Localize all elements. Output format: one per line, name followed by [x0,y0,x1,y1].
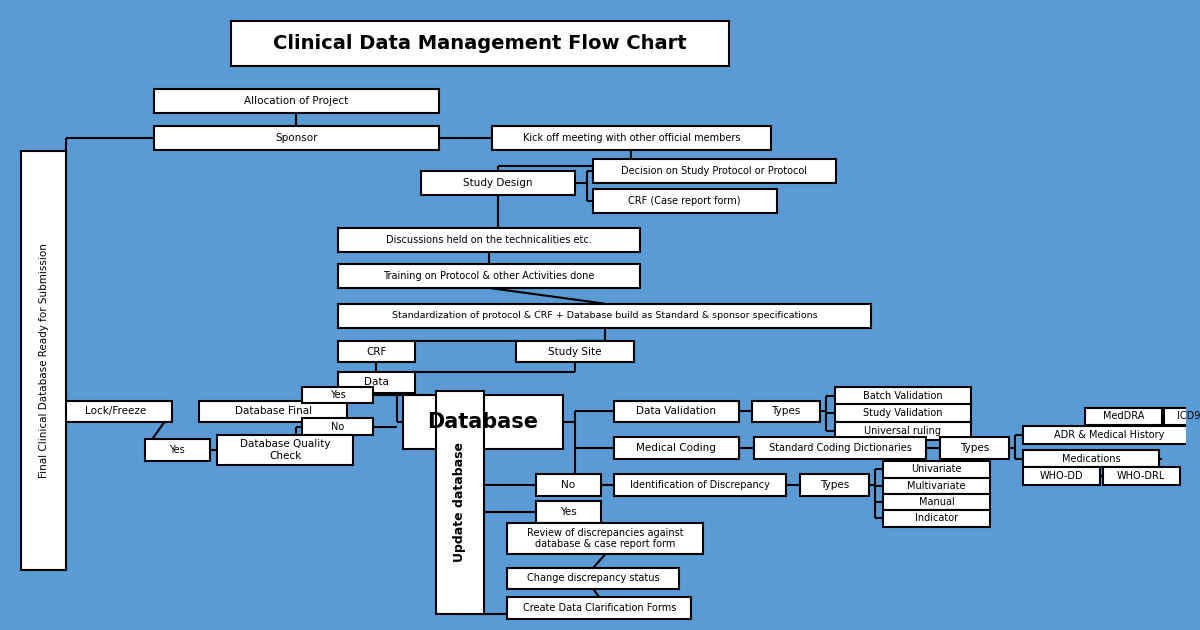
FancyBboxPatch shape [338,341,415,362]
Text: Identification of Discrepancy: Identification of Discrepancy [630,480,770,490]
FancyBboxPatch shape [754,437,926,459]
FancyBboxPatch shape [338,304,871,328]
Text: Decision on Study Protocol or Protocol: Decision on Study Protocol or Protocol [622,166,808,176]
FancyBboxPatch shape [421,171,575,195]
FancyBboxPatch shape [154,89,439,113]
Text: Types: Types [820,480,850,490]
FancyBboxPatch shape [800,474,869,496]
FancyBboxPatch shape [338,228,640,252]
Text: Types: Types [772,406,800,416]
Text: Multivariate: Multivariate [907,481,966,491]
Text: Study Design: Study Design [463,178,533,188]
Text: Final Clinical Database Ready for Submission: Final Clinical Database Ready for Submis… [38,243,49,478]
FancyBboxPatch shape [614,474,786,496]
FancyBboxPatch shape [883,478,990,494]
FancyBboxPatch shape [437,391,484,614]
Text: Univariate: Univariate [911,464,962,474]
Text: Allocation of Project: Allocation of Project [245,96,348,106]
FancyBboxPatch shape [593,189,776,213]
Text: Database Quality
Check: Database Quality Check [240,439,330,461]
Text: CRF (Case report form): CRF (Case report form) [629,196,740,206]
Text: Change discrepancy status: Change discrepancy status [527,573,660,583]
Text: Yes: Yes [560,507,577,517]
FancyBboxPatch shape [883,494,990,510]
FancyBboxPatch shape [338,372,415,393]
Text: Study Site: Study Site [548,346,601,357]
Text: WHO-DRL: WHO-DRL [1117,471,1165,481]
FancyBboxPatch shape [536,501,601,523]
FancyBboxPatch shape [883,510,990,527]
FancyBboxPatch shape [835,387,971,405]
FancyBboxPatch shape [302,387,373,403]
FancyBboxPatch shape [508,523,703,554]
Text: Update database: Update database [454,442,467,563]
FancyBboxPatch shape [508,568,679,589]
Text: Standardization of protocol & CRF + Database build as Standard & sponsor specifi: Standardization of protocol & CRF + Data… [392,311,817,320]
FancyBboxPatch shape [508,597,691,619]
FancyBboxPatch shape [154,126,439,150]
FancyBboxPatch shape [835,404,971,422]
FancyBboxPatch shape [1103,467,1180,485]
Text: Training on Protocol & other Activities done: Training on Protocol & other Activities … [383,271,595,281]
Text: WHO-DD: WHO-DD [1040,471,1084,481]
Text: Universal ruling: Universal ruling [864,426,941,436]
Text: Sponsor: Sponsor [275,133,318,143]
Text: Types: Types [960,443,989,453]
Text: Medical Coding: Medical Coding [636,443,716,453]
Text: CRF: CRF [366,346,386,357]
Text: Data: Data [364,377,389,387]
FancyBboxPatch shape [145,439,210,461]
FancyBboxPatch shape [835,422,971,440]
FancyBboxPatch shape [536,474,601,496]
Text: ADR & Medical History: ADR & Medical History [1054,430,1164,440]
FancyBboxPatch shape [516,341,635,362]
Text: Indicator: Indicator [916,513,958,524]
FancyBboxPatch shape [403,395,563,449]
Text: Study Validation: Study Validation [863,408,942,418]
Text: Manual: Manual [919,497,954,507]
Text: Database: Database [427,412,539,432]
FancyBboxPatch shape [217,435,353,465]
FancyBboxPatch shape [940,437,1009,459]
FancyBboxPatch shape [1164,408,1200,425]
FancyBboxPatch shape [614,437,738,459]
Text: Batch Validation: Batch Validation [863,391,942,401]
FancyBboxPatch shape [593,159,835,183]
Text: Data Validation: Data Validation [636,406,716,416]
FancyBboxPatch shape [22,151,66,570]
FancyBboxPatch shape [338,264,640,288]
FancyBboxPatch shape [883,461,990,478]
FancyBboxPatch shape [1085,408,1162,425]
Text: Medications: Medications [1062,454,1121,464]
Text: MedDRA: MedDRA [1103,411,1144,421]
FancyBboxPatch shape [1024,450,1159,467]
FancyBboxPatch shape [751,401,821,422]
Text: Database Final: Database Final [235,406,312,416]
FancyBboxPatch shape [232,21,730,66]
FancyBboxPatch shape [302,418,373,435]
Text: Create Data Clarification Forms: Create Data Clarification Forms [522,603,676,613]
FancyBboxPatch shape [199,401,347,422]
Text: Discussions held on the technicalities etc.: Discussions held on the technicalities e… [386,235,592,245]
Text: Yes: Yes [330,390,346,400]
FancyBboxPatch shape [1024,467,1100,485]
Text: No: No [331,421,344,432]
Text: ICD9: ICD9 [1177,411,1200,421]
Text: Review of discrepancies against
database & case report form: Review of discrepancies against database… [527,528,684,549]
FancyBboxPatch shape [492,126,770,150]
Text: Yes: Yes [169,445,185,455]
FancyBboxPatch shape [614,401,738,422]
Text: Standard Coding Dictionaries: Standard Coding Dictionaries [768,443,911,453]
Text: Clinical Data Management Flow Chart: Clinical Data Management Flow Chart [274,34,686,53]
FancyBboxPatch shape [1024,426,1195,444]
FancyBboxPatch shape [59,401,172,422]
Text: Lock/Freeze: Lock/Freeze [85,406,146,416]
Text: Kick off meeting with other official members: Kick off meeting with other official mem… [522,133,740,143]
Text: No: No [562,480,576,490]
